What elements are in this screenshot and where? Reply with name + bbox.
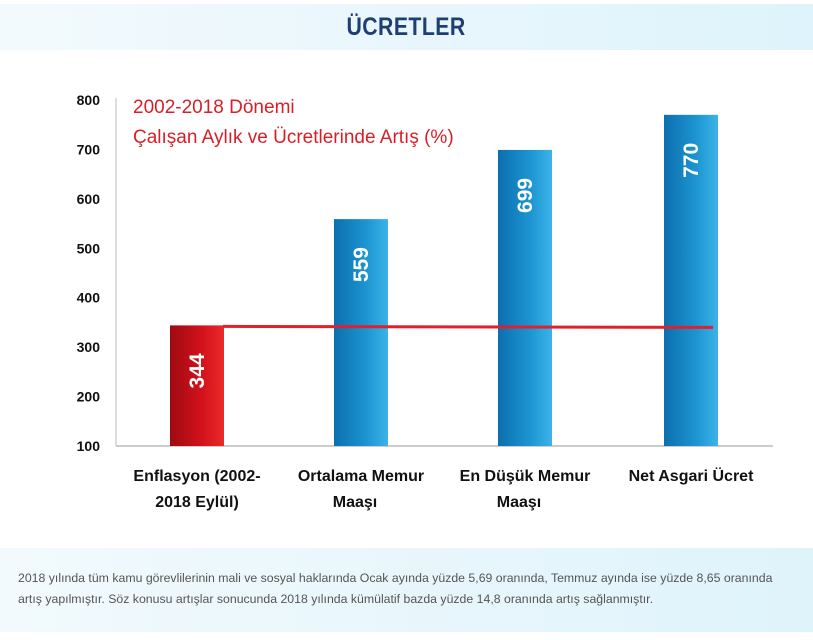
x-tick-label: Maaşı xyxy=(497,494,541,511)
y-tick-label: 100 xyxy=(77,438,101,454)
y-tick-label: 300 xyxy=(77,339,101,355)
bar-3 xyxy=(664,114,718,446)
x-tick-label: Maaşı xyxy=(333,494,377,511)
bar-1 xyxy=(334,219,388,446)
bar-2 xyxy=(498,149,552,446)
y-tick-label: 500 xyxy=(77,240,101,256)
x-tick-label: En Düşük Memur xyxy=(460,468,591,485)
y-tick-label: 200 xyxy=(77,389,101,405)
bar-chart: 2002-2018 Dönemi Çalışan Aylık ve Ücretl… xyxy=(77,92,773,511)
chart-title-line-2: Çalışan Aylık ve Ücretlerinde Artış (%) xyxy=(133,127,454,148)
data-label: 344 xyxy=(186,353,209,388)
x-tick-label: Net Asgari Ücret xyxy=(629,466,754,485)
data-label: 699 xyxy=(514,178,537,213)
data-label: 770 xyxy=(680,143,703,178)
x-tick-label: 2018 Eylül) xyxy=(155,494,239,511)
page-header: ÜCRETLER xyxy=(0,4,813,50)
x-tick-label: Enflasyon (2002- xyxy=(133,468,260,485)
footer-note: 2018 yılında tüm kamu görevlilerinin mal… xyxy=(0,548,813,632)
data-label: 559 xyxy=(350,247,373,282)
y-tick-label: 600 xyxy=(77,191,101,207)
reference-line xyxy=(222,324,714,329)
bar-0 xyxy=(170,325,224,446)
x-tick-label: Ortalama Memur xyxy=(298,468,424,485)
y-tick-label: 400 xyxy=(77,290,101,306)
page-title: ÜCRETLER xyxy=(346,13,467,41)
y-tick-label: 700 xyxy=(77,141,101,157)
footer-text: 2018 yılında tüm kamu görevlilerinin mal… xyxy=(18,571,773,606)
y-tick-label: 800 xyxy=(77,92,101,108)
chart-title-line-1: 2002-2018 Dönemi xyxy=(133,97,295,118)
